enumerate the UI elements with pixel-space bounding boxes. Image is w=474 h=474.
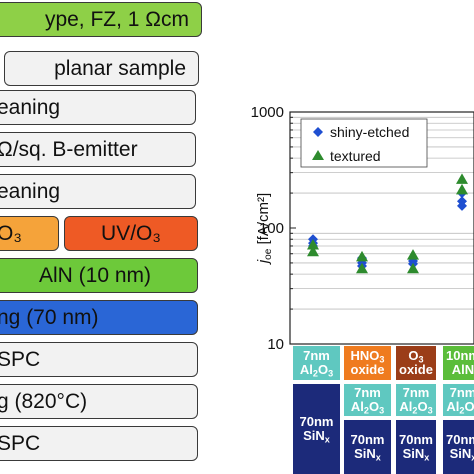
chart-marks (307, 173, 468, 274)
layer-text-line2: Al2O3 (299, 362, 334, 379)
layer-mid-3: 7nm Al2O3 (396, 384, 436, 416)
flow-step-spc-1: SPC (0, 342, 198, 377)
layer-text-line2: SiNx (303, 428, 330, 445)
layer-text-line2: Al2O3 (399, 399, 433, 416)
chart-ticks: 10 100 1000 (251, 104, 296, 353)
flow-step-label: eaning (0, 179, 61, 203)
layer-text-line1: 7nm (303, 348, 330, 364)
layer-text-line2: Al2O3 (446, 399, 474, 416)
point-textured (407, 249, 419, 260)
flow-step-firing: g (820°C) (0, 384, 198, 419)
layer-top-1: 7nm Al2O3 (293, 346, 340, 380)
flow-step-label: SPC (0, 347, 41, 371)
layer-bot-2: 70nm SiNx (344, 420, 391, 474)
y-tick-label: 1000 (251, 104, 284, 121)
layer-top-4: 10nmAlN (443, 346, 474, 380)
layer-text-line2: SiNx (354, 446, 381, 463)
flow-step-emitter: Ω/sq. B-emitter (0, 132, 196, 167)
layer-text-line1: 70nm (350, 432, 385, 448)
layer-text-line2: oxide (399, 362, 433, 377)
flow-step-label: ng (70 nm) (0, 305, 99, 329)
legend-textured-label: textured (330, 148, 381, 164)
layer-text-line2: AlN (451, 362, 474, 377)
flow-step-cleaning-2: eaning (0, 174, 196, 209)
flow-step-sample: planar sample (4, 51, 199, 86)
layer-top-2: HNO3 oxide (344, 346, 391, 380)
layer-text-line2: SiNx (449, 446, 474, 463)
flow-step-label: eaning (0, 95, 61, 119)
layer-text-line1: 7nm (354, 385, 381, 401)
flow-step-spc-2: SPC (0, 426, 198, 461)
y-tick-label: 10 (267, 336, 284, 353)
flow-step-label: SPC (0, 431, 41, 455)
layer-text-line1: 70nm (299, 414, 334, 430)
flow-step-label: AlN (10 nm) (38, 263, 152, 287)
layer-text-line2: oxide (350, 362, 385, 377)
flow-step-label: UV/O₃ (101, 221, 161, 245)
layer-text-line1: O3 (408, 348, 424, 365)
layer-text-line1: 70nm (399, 432, 433, 448)
y-axis-label: joe [fA/cm²] (255, 193, 274, 265)
layer-mid-2: 7nm Al2O3 (344, 384, 391, 416)
legend-shiny-marker (313, 127, 323, 137)
flow-step-capping: ng (70 nm) (0, 300, 198, 335)
layer-text-line1: 70nm (446, 432, 474, 448)
point-textured (356, 250, 368, 262)
flow-step-label: planar sample (54, 56, 186, 80)
layer-text-line1: 7nm (449, 385, 474, 401)
point-textured (307, 245, 319, 257)
flow-step-cleaning-1: eaning (0, 90, 196, 125)
legend-textured-marker (312, 150, 324, 160)
layer-bot-3: 70nm SiNx (396, 420, 436, 474)
point-textured (356, 262, 368, 274)
point-textured (307, 239, 319, 250)
layer-bot-1: 70nm SiNx (293, 384, 340, 474)
flow-step-label: g (820°C) (0, 389, 88, 413)
chart-legend: shiny-etched textured (300, 118, 428, 168)
flow-step-label: O₃ (0, 221, 22, 245)
legend-shiny-label: shiny-etched (330, 124, 409, 140)
point-textured (407, 262, 419, 274)
layer-top-3: O3 oxide (396, 346, 436, 380)
flow-step-substrate: ype, FZ, 1 Ωcm (0, 2, 202, 37)
layer-text-line1: 7nm (402, 385, 430, 401)
layer-text-line2: SiNx (402, 446, 430, 463)
point-textured (456, 173, 468, 184)
legend-box (300, 118, 428, 168)
flow-step-label: Ω/sq. B-emitter (0, 137, 138, 161)
point-textured (456, 183, 468, 195)
flow-step-label: ype, FZ, 1 Ωcm (44, 7, 189, 31)
plot-frame (289, 111, 474, 345)
point-shiny-etched (457, 200, 467, 211)
y-tick-label: 100 (259, 220, 284, 237)
layer-text-line2: Al2O3 (350, 399, 385, 416)
flow-step-aln: AlN (10 nm) (0, 258, 198, 293)
flow-step-oxidation-uvo3: UV/O₃ (64, 216, 198, 251)
layer-text-line1: HNO3 (350, 348, 385, 365)
flow-step-oxidation-o3: O₃ (0, 216, 59, 251)
